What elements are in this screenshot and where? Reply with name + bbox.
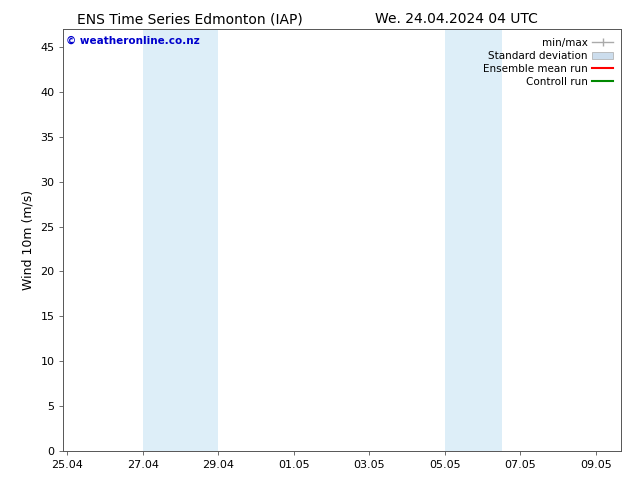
Legend: min/max, Standard deviation, Ensemble mean run, Controll run: min/max, Standard deviation, Ensemble me… bbox=[480, 35, 616, 90]
Text: We. 24.04.2024 04 UTC: We. 24.04.2024 04 UTC bbox=[375, 12, 538, 26]
Text: © weatheronline.co.nz: © weatheronline.co.nz bbox=[66, 36, 200, 46]
Bar bbox=[143, 29, 218, 451]
Bar bbox=[445, 29, 501, 451]
Text: ENS Time Series Edmonton (IAP): ENS Time Series Edmonton (IAP) bbox=[77, 12, 303, 26]
Y-axis label: Wind 10m (m/s): Wind 10m (m/s) bbox=[22, 190, 35, 290]
